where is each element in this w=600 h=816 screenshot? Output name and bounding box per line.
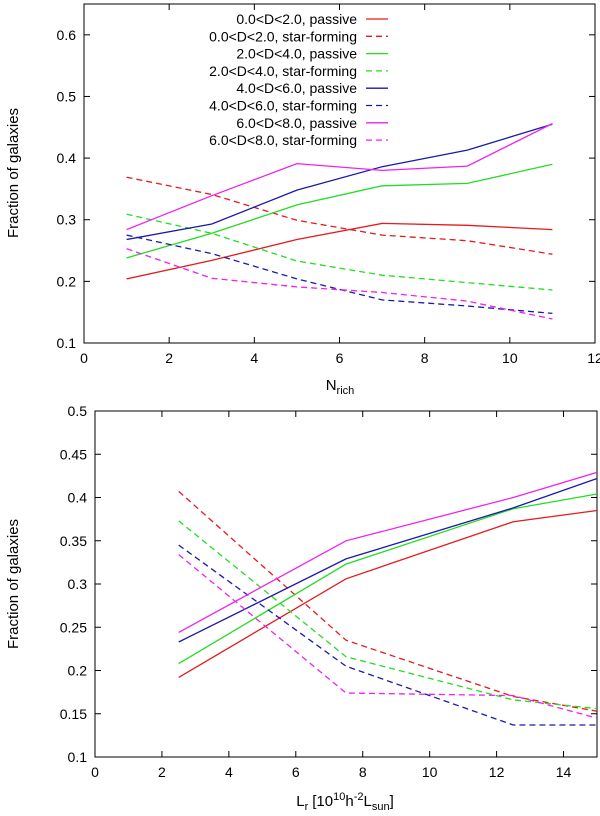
bottom-y-tick-label: 0.1 bbox=[68, 749, 88, 765]
top-series-line-5 bbox=[126, 123, 553, 241]
top-x-tick-label: 2 bbox=[165, 350, 173, 366]
top-x-tick-label: 8 bbox=[421, 350, 429, 366]
bottom-x-axis-label: Lr [1010h-2Lsun] bbox=[296, 791, 394, 813]
legend-entry-label: 2.0<D<4.0, passive bbox=[236, 46, 357, 62]
bottom-x-tick-label: 14 bbox=[556, 764, 572, 780]
bottom-y-tick-label: 0.45 bbox=[60, 446, 87, 462]
bottom-series-line-6 bbox=[178, 544, 597, 726]
bottom-x-ticks: 0 2 4 6 8 10 12 14 bbox=[91, 411, 572, 780]
bottom-x-label-h: h bbox=[345, 793, 353, 810]
bottom-y-tick-label: 0.2 bbox=[68, 663, 88, 679]
bottom-chart-panel: 0 2 4 6 8 10 12 14 0.1 0.15 0.2 0.25 0.3 0.35 0.4 0.45… bbox=[5, 403, 598, 813]
bottom-x-tick-label: 12 bbox=[489, 764, 505, 780]
top-series-line-8 bbox=[126, 248, 553, 320]
bottom-series-line-3 bbox=[178, 493, 598, 665]
bottom-y-tick-label: 0.35 bbox=[60, 533, 87, 549]
top-series-line-7 bbox=[126, 123, 553, 231]
bottom-y-tick-label: 0.3 bbox=[68, 576, 88, 592]
bottom-x-tick-label: 4 bbox=[225, 764, 233, 780]
bottom-y-tick-label: 0.25 bbox=[60, 619, 87, 635]
legend-entry-label: 0.0<D<2.0, star-forming bbox=[209, 28, 357, 44]
bottom-x-label-sup-minus2: -2 bbox=[354, 791, 364, 803]
top-x-tick-label: 4 bbox=[250, 350, 258, 366]
top-series-line-3 bbox=[126, 163, 553, 259]
bottom-x-tick-label: 2 bbox=[158, 764, 166, 780]
top-x-tick-label: 0 bbox=[80, 350, 88, 366]
top-y-tick-label: 0.6 bbox=[57, 27, 77, 43]
bottom-series-line-8 bbox=[178, 554, 598, 719]
top-x-axis-label-main: N bbox=[326, 377, 337, 394]
legend-entry-label: 4.0<D<6.0, star-forming bbox=[209, 98, 357, 114]
legend-entry-label: 2.0<D<4.0, star-forming bbox=[209, 63, 357, 79]
top-series-line-2 bbox=[126, 176, 553, 255]
bottom-x-label-open: [10 bbox=[312, 793, 333, 810]
top-x-tick-label: 6 bbox=[336, 350, 344, 366]
bottom-x-label-close: ] bbox=[390, 793, 394, 810]
bottom-x-label-l: L bbox=[296, 793, 304, 810]
top-y-tick-label: 0.5 bbox=[57, 88, 77, 104]
bottom-x-tick-label: 10 bbox=[422, 764, 438, 780]
top-x-axis-label-sub: rich bbox=[337, 385, 355, 397]
legend-entry-label: 6.0<D<8.0, passive bbox=[236, 115, 357, 131]
top-x-ticks: 0 2 4 6 8 10 12 bbox=[80, 4, 600, 366]
top-y-ticks: 0.1 0.2 0.3 0.4 0.5 0.6 bbox=[57, 27, 595, 351]
bottom-series-group bbox=[178, 471, 598, 726]
bottom-series-line-2 bbox=[178, 490, 598, 712]
bottom-y-axis-label: Fraction of galaxies bbox=[5, 519, 22, 649]
top-y-tick-label: 0.1 bbox=[57, 335, 77, 351]
bottom-series-line-4 bbox=[178, 520, 598, 710]
top-x-axis-label: Nrich bbox=[326, 377, 355, 397]
bottom-x-label-sup-10: 10 bbox=[333, 791, 345, 803]
bottom-series-line-5 bbox=[178, 477, 598, 643]
top-y-tick-label: 0.2 bbox=[57, 273, 77, 289]
top-series-line-4 bbox=[126, 213, 553, 291]
top-y-tick-label: 0.4 bbox=[57, 150, 77, 166]
bottom-x-tick-label: 8 bbox=[359, 764, 367, 780]
bottom-x-tick-label: 6 bbox=[292, 764, 300, 780]
top-y-axis-label: Fraction of galaxies bbox=[5, 108, 22, 238]
bottom-x-label-lsun: L bbox=[363, 793, 371, 810]
top-y-tick-label: 0.3 bbox=[57, 212, 77, 228]
bottom-x-tick-label: 0 bbox=[91, 764, 99, 780]
bottom-x-label-sub-r: r bbox=[305, 801, 309, 813]
bottom-x-label-sub-sun: sun bbox=[372, 801, 390, 813]
top-series-group bbox=[126, 123, 553, 320]
bottom-y-ticks: 0.1 0.15 0.2 0.25 0.3 0.35 0.4 0.45 0.5 bbox=[60, 403, 597, 765]
top-series-line-6 bbox=[126, 234, 553, 315]
top-x-tick-label: 12 bbox=[587, 350, 600, 366]
legend-entry-label: 6.0<D<8.0, star-forming bbox=[209, 132, 357, 148]
top-chart-panel: 0 2 4 6 8 10 12 0.1 0.2 0.3 0.4 0.5 0.6 0.0<D<2.0, … bbox=[5, 3, 600, 397]
bottom-y-tick-label: 0.5 bbox=[68, 403, 88, 419]
top-series-line-1 bbox=[126, 222, 553, 280]
bottom-series-line-1 bbox=[178, 509, 598, 678]
legend-entry-label: 4.0<D<6.0, passive bbox=[236, 80, 357, 96]
bottom-y-tick-label: 0.4 bbox=[68, 490, 88, 506]
top-x-tick-label: 10 bbox=[502, 350, 518, 366]
bottom-plot-frame bbox=[94, 410, 598, 758]
bottom-series-line-7 bbox=[178, 471, 598, 633]
bottom-y-tick-label: 0.15 bbox=[60, 706, 87, 722]
legend-entry-label: 0.0<D<2.0, passive bbox=[236, 11, 357, 27]
